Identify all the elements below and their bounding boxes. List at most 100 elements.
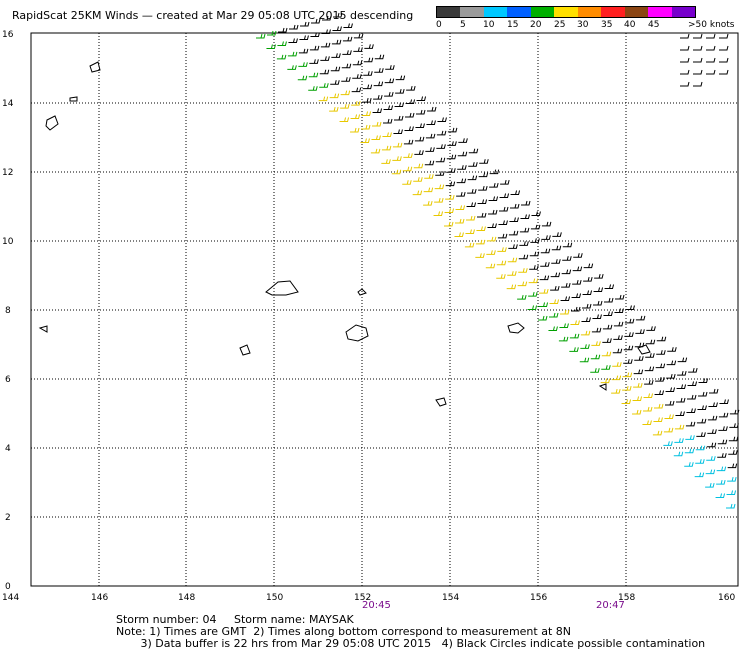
- x-tick-label: 160: [718, 593, 735, 603]
- wind-barb: [406, 85, 416, 91]
- note-line-1: Note: 1) Times are GMT 2) Times along bo…: [116, 625, 571, 638]
- wind-barb: [572, 279, 582, 285]
- wind-barb: [528, 278, 539, 284]
- wind-barb: [331, 53, 341, 58]
- wind-barb: [427, 106, 437, 112]
- wind-barb: [488, 196, 499, 202]
- wind-barb: [530, 238, 540, 243]
- wind-barb: [684, 448, 695, 454]
- wind-barb: [664, 414, 674, 419]
- colorbar-swatch-3: [507, 7, 531, 17]
- colorbar-labels: 0 5 10 15 20 25 30 35 40 45 >50 knots: [436, 20, 740, 32]
- wind-barb: [646, 326, 656, 331]
- wind-barb: [446, 168, 456, 173]
- wind-barb: [580, 344, 590, 349]
- wind-barb: [719, 69, 729, 75]
- wind-barb: [405, 99, 416, 105]
- wind-barb: [643, 393, 654, 399]
- x-tick-label: 146: [91, 593, 108, 603]
- wind-barb: [708, 402, 718, 407]
- wind-barb: [674, 424, 685, 430]
- wind-barb: [423, 187, 434, 193]
- wind-barb: [696, 432, 706, 437]
- wind-barb: [716, 479, 726, 485]
- wind-barb: [656, 336, 667, 342]
- wind-barb: [685, 421, 696, 427]
- wind-barb: [500, 179, 510, 185]
- island-outlines: [38, 61, 651, 407]
- wind-barb: [569, 347, 579, 352]
- wind-barb: [360, 138, 370, 143]
- wind-barb: [527, 305, 538, 311]
- wind-barb: [403, 139, 414, 145]
- wind-barb: [339, 117, 350, 123]
- wind-barb: [717, 453, 727, 458]
- colorbar-swatch-6: [577, 7, 602, 17]
- wind-barb: [707, 429, 717, 434]
- wind-barb: [392, 142, 403, 148]
- wind-barb: [311, 18, 321, 24]
- wind-barb: [529, 265, 539, 270]
- wind-barb: [373, 81, 384, 87]
- wind-barb: [364, 44, 374, 49]
- wind-barb: [489, 182, 499, 188]
- wind-barb: [394, 115, 404, 121]
- y-tick-label: 16: [2, 30, 14, 40]
- wind-barb: [665, 387, 676, 393]
- wind-barb: [289, 24, 299, 30]
- wind-barb: [391, 169, 402, 175]
- wind-barb: [551, 259, 561, 264]
- wind-barb: [342, 36, 353, 42]
- wind-barb: [383, 105, 394, 111]
- wind-barb: [455, 218, 465, 224]
- wind-barb: [320, 56, 330, 61]
- wind-barb: [416, 96, 427, 102]
- wind-barb: [381, 145, 392, 151]
- wind-barb: [633, 369, 644, 375]
- wind-barb: [341, 77, 351, 82]
- wind-barb: [467, 188, 477, 194]
- wind-barb: [644, 379, 654, 385]
- wind-barb: [352, 74, 362, 79]
- wind-barb: [676, 397, 686, 403]
- wind-barb: [622, 385, 632, 391]
- wind-barb: [581, 317, 591, 322]
- wind-barb: [299, 35, 309, 40]
- wind-barb: [506, 284, 517, 290]
- wind-barb: [363, 71, 373, 76]
- wind-barb: [458, 138, 468, 143]
- map-title: RapidScat 25KM Winds — created at Mar 29…: [12, 9, 414, 22]
- wind-barb: [466, 202, 477, 208]
- wind-barb: [601, 351, 612, 357]
- wind-barb: [706, 69, 716, 75]
- y-axis-ticks: 0 2 4 6 8 10 12 14 16: [2, 30, 14, 592]
- wind-barb: [309, 59, 319, 64]
- wind-barb: [256, 33, 266, 39]
- wind-barb: [632, 396, 643, 402]
- wind-barb: [342, 50, 352, 55]
- wind-barb: [298, 48, 309, 54]
- wind-barb: [374, 54, 385, 60]
- wind-barb: [645, 339, 656, 345]
- wind-barb: [549, 299, 560, 305]
- wind-barb: [445, 194, 455, 200]
- wind-barb: [478, 172, 489, 178]
- wind-barb: [468, 148, 479, 154]
- wind-barb: [728, 436, 739, 442]
- wind-barb: [425, 147, 435, 152]
- x-tick-label: 152: [354, 593, 371, 603]
- wind-barb: [727, 463, 738, 469]
- wind-barb: [521, 200, 531, 206]
- wind-barb: [624, 318, 635, 324]
- time-label-start: 20:45: [362, 600, 391, 611]
- wind-barb: [477, 212, 487, 218]
- wind-barb: [716, 466, 727, 472]
- wind-barb: [729, 423, 739, 428]
- wind-barb: [370, 148, 381, 154]
- x-axis-ticks: 144 146 148 150 152 154 156 158 160: [2, 593, 735, 603]
- wind-barb: [675, 411, 685, 416]
- wind-barb: [454, 232, 464, 237]
- wind-barb: [413, 177, 423, 182]
- wind-barb: [343, 23, 353, 28]
- wind-barb: [677, 370, 687, 376]
